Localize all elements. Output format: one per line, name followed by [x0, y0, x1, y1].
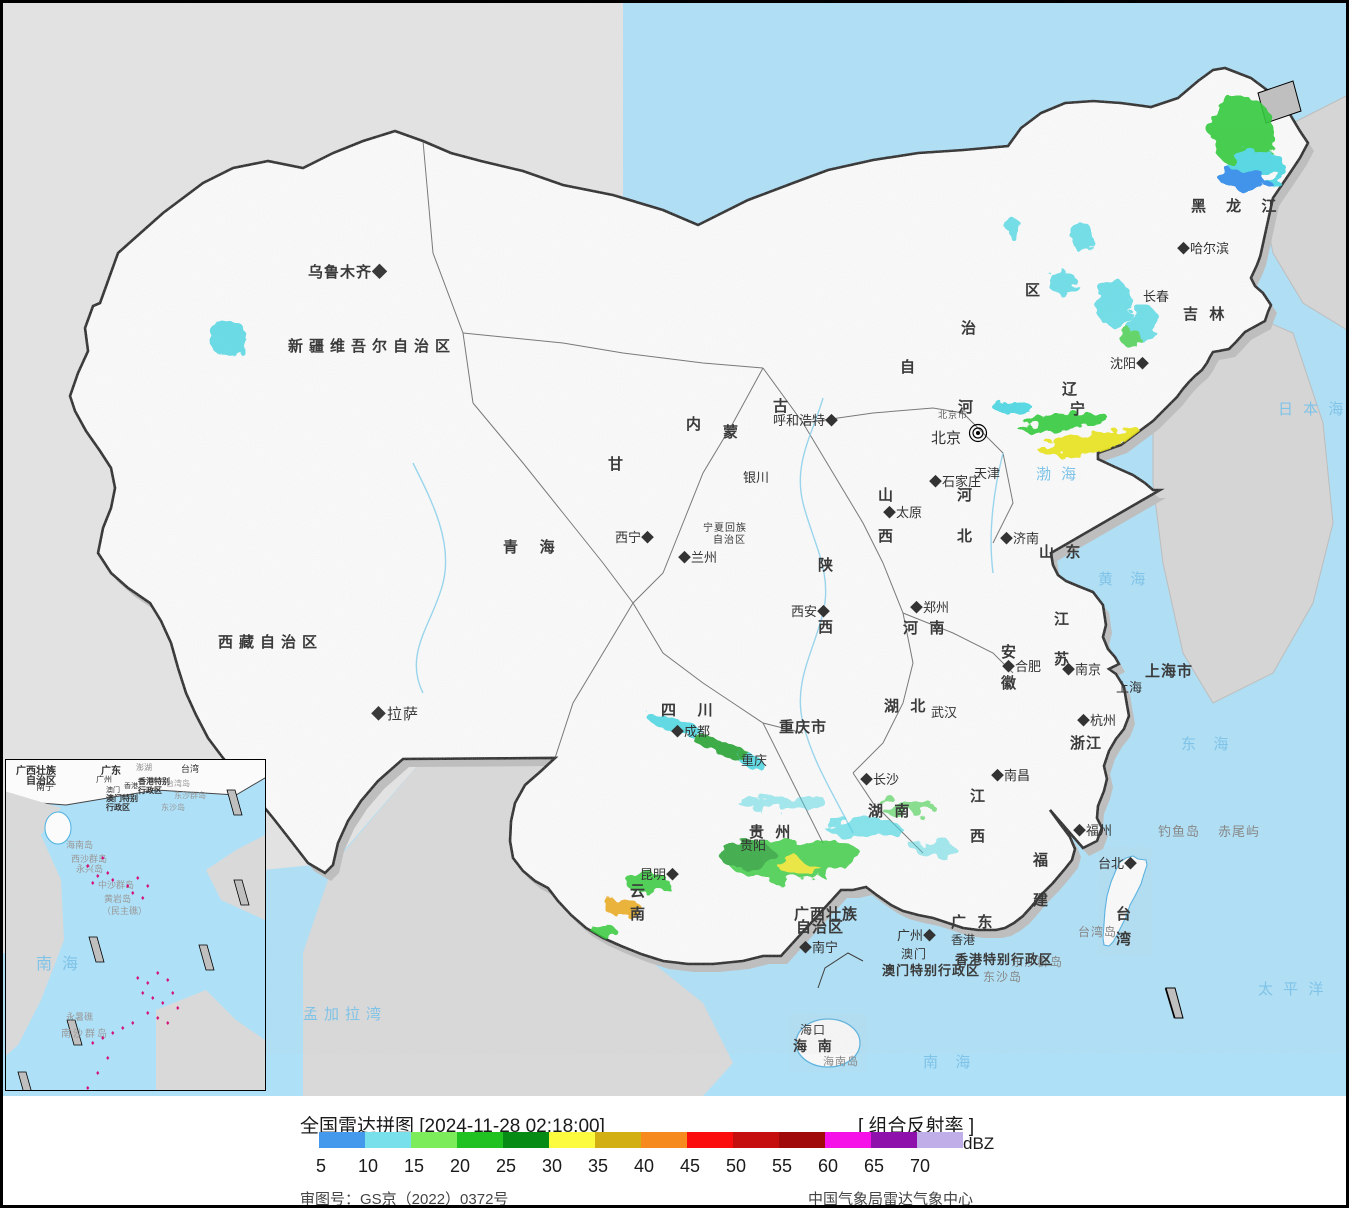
svg-text:♦: ♦	[136, 875, 140, 882]
svg-text:♦: ♦	[146, 980, 150, 987]
svg-text:♦: ♦	[91, 1040, 95, 1047]
svg-text:♦: ♦	[86, 863, 90, 870]
svg-text:♦: ♦	[86, 1085, 90, 1090]
svg-text:♦: ♦	[131, 890, 135, 897]
svg-text:♦: ♦	[166, 1020, 170, 1027]
svg-text:♦: ♦	[171, 990, 175, 997]
svg-text:♦: ♦	[126, 883, 130, 890]
svg-text:♦: ♦	[106, 870, 110, 877]
svg-text:♦: ♦	[96, 873, 100, 880]
svg-text:♦: ♦	[121, 1025, 125, 1032]
svg-text:♦: ♦	[136, 975, 140, 982]
svg-text:♦: ♦	[146, 1010, 150, 1017]
svg-text:♦: ♦	[151, 995, 155, 1002]
svg-text:♦: ♦	[156, 970, 160, 977]
svg-text:♦: ♦	[161, 1000, 165, 1007]
svg-text:♦: ♦	[141, 990, 145, 997]
svg-text:♦: ♦	[111, 877, 115, 884]
svg-text:♦: ♦	[131, 1020, 135, 1027]
svg-text:♦: ♦	[101, 855, 105, 862]
svg-text:♦: ♦	[91, 880, 95, 887]
svg-text:♦: ♦	[101, 1035, 105, 1042]
svg-text:♦: ♦	[141, 895, 145, 902]
svg-text:♦: ♦	[106, 1055, 110, 1062]
svg-text:♦: ♦	[156, 1015, 160, 1022]
svg-text:♦: ♦	[96, 1070, 100, 1077]
svg-text:♦: ♦	[146, 883, 150, 890]
svg-text:♦: ♦	[166, 977, 170, 984]
svg-text:♦: ♦	[111, 1030, 115, 1037]
svg-text:♦: ♦	[176, 1005, 180, 1012]
